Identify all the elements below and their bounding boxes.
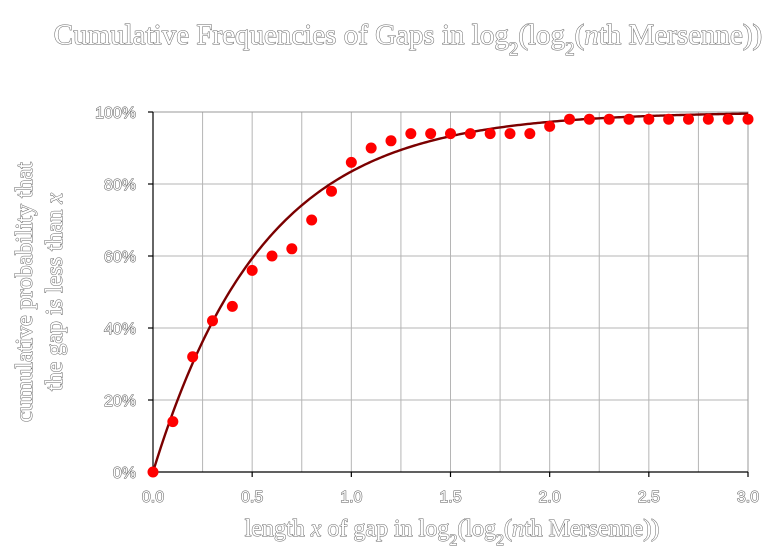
data-point (226, 300, 238, 312)
data-point (266, 250, 278, 262)
y-axis-label-line1: cumulative probability that (12, 162, 38, 422)
x-tick-label: 0.0 (142, 489, 164, 506)
data-point (643, 113, 655, 125)
y-tick-label: 80% (104, 177, 136, 194)
data-point (564, 113, 575, 125)
data-point (207, 315, 218, 327)
data-point (623, 113, 635, 125)
data-point (306, 214, 318, 226)
y-tick-label: 60% (104, 249, 136, 266)
x-tick-label: 2.5 (638, 489, 660, 506)
x-tick-label: 2.0 (539, 489, 561, 506)
x-axis-label: length x of gap in log2(log2(nth Mersenn… (245, 516, 660, 549)
chart-title: Cumulative Frequencies of Gaps in log2(l… (54, 19, 762, 60)
data-point (663, 113, 675, 125)
data-point (583, 113, 595, 125)
data-point (742, 113, 754, 125)
data-point (405, 128, 417, 140)
data-point (524, 128, 536, 140)
data-point (603, 113, 615, 125)
data-point (464, 128, 476, 140)
data-point (544, 120, 556, 132)
data-point (147, 466, 159, 478)
data-point (187, 351, 199, 363)
y-axis-label: cumulative probability that the gap is l… (12, 161, 69, 422)
data-point (702, 113, 714, 125)
data-point (345, 156, 357, 168)
y-tick-label: 40% (104, 321, 136, 338)
data-point (326, 185, 337, 197)
data-point (246, 264, 258, 276)
data-point (445, 128, 456, 140)
x-tick-label: 1.5 (439, 489, 461, 506)
x-tick-label: 0.5 (241, 489, 263, 506)
data-point (484, 128, 496, 140)
x-tick-label: 1.0 (340, 489, 362, 506)
data-point (722, 113, 734, 125)
data-point (167, 416, 179, 428)
grid (152, 111, 749, 473)
data-point (286, 243, 298, 255)
data-point (683, 113, 694, 125)
data-point (365, 142, 377, 154)
y-tick-label: 100% (95, 105, 136, 122)
y-tick-label: 0% (113, 465, 136, 482)
data-point (504, 128, 516, 140)
data-point (385, 135, 397, 147)
axes (148, 111, 749, 477)
tick-labels: 0% 20% 40% 60% 80% 100% 0.0 0.5 1.0 1.5 2.0 2.5 3.0 (95, 105, 760, 507)
y-tick-label: 20% (104, 393, 136, 410)
data-points (147, 113, 754, 478)
data-point (425, 128, 437, 140)
x-tick-label: 3.0 (737, 489, 759, 506)
y-axis-label-line2: the gap is less than x (42, 193, 68, 391)
